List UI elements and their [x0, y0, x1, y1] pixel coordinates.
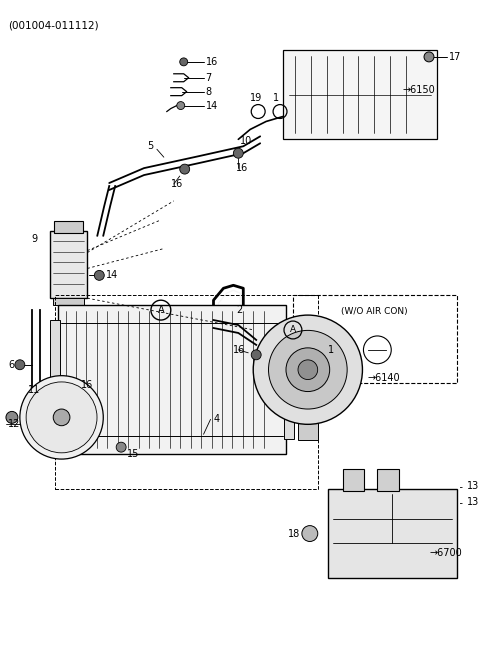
Bar — [283, 50, 437, 139]
Text: 2: 2 — [236, 305, 242, 315]
Bar — [49, 320, 60, 440]
Bar — [58, 305, 286, 454]
Circle shape — [177, 102, 185, 110]
Circle shape — [6, 411, 18, 423]
Text: →6150: →6150 — [402, 85, 435, 94]
Text: 16: 16 — [82, 380, 94, 390]
Text: 13: 13 — [467, 481, 479, 491]
Text: (001004-011112): (001004-011112) — [8, 20, 98, 30]
Circle shape — [424, 52, 434, 62]
Circle shape — [253, 315, 362, 424]
Circle shape — [251, 350, 261, 359]
Bar — [49, 231, 87, 298]
Text: 16: 16 — [233, 345, 246, 355]
Text: 16: 16 — [236, 163, 249, 173]
Text: →6700: →6700 — [429, 548, 462, 558]
Bar — [284, 320, 294, 440]
Circle shape — [116, 442, 126, 452]
Text: A: A — [290, 325, 296, 335]
Bar — [53, 298, 84, 305]
Circle shape — [298, 360, 318, 380]
Text: 8: 8 — [205, 87, 212, 96]
Text: 11: 11 — [27, 384, 40, 394]
Bar — [328, 489, 457, 578]
Text: 10: 10 — [240, 136, 252, 146]
Text: 4: 4 — [214, 415, 220, 424]
Text: 13: 13 — [467, 497, 479, 507]
Text: 9: 9 — [32, 234, 38, 243]
Text: 12: 12 — [8, 419, 20, 429]
Circle shape — [180, 58, 188, 66]
Bar — [54, 221, 84, 233]
Circle shape — [70, 380, 80, 390]
Circle shape — [15, 359, 25, 370]
Bar — [55, 295, 318, 489]
Circle shape — [53, 409, 70, 426]
Bar — [293, 295, 457, 382]
Text: 1: 1 — [273, 92, 279, 102]
Text: 14: 14 — [106, 270, 119, 280]
Text: 19: 19 — [250, 92, 263, 102]
Text: 1: 1 — [328, 345, 334, 355]
Text: 16: 16 — [205, 57, 218, 67]
Text: 6: 6 — [8, 359, 14, 370]
Text: →6140: →6140 — [367, 373, 400, 382]
Circle shape — [95, 270, 104, 280]
Text: 16: 16 — [171, 179, 183, 189]
Circle shape — [180, 164, 190, 174]
Bar — [343, 469, 364, 491]
Text: A: A — [157, 305, 164, 315]
Text: 18: 18 — [288, 529, 300, 539]
Circle shape — [302, 525, 318, 541]
Circle shape — [268, 331, 347, 409]
Text: 15: 15 — [127, 449, 140, 459]
Circle shape — [286, 348, 330, 392]
Text: 7: 7 — [205, 73, 212, 83]
Text: 5: 5 — [147, 141, 153, 152]
Bar — [377, 469, 399, 491]
Bar — [298, 422, 318, 440]
Circle shape — [233, 148, 243, 158]
Circle shape — [20, 376, 103, 459]
Text: (W/O AIR CON): (W/O AIR CON) — [341, 306, 408, 316]
Circle shape — [26, 382, 97, 453]
Text: 14: 14 — [205, 100, 218, 111]
Text: 17: 17 — [449, 52, 461, 62]
